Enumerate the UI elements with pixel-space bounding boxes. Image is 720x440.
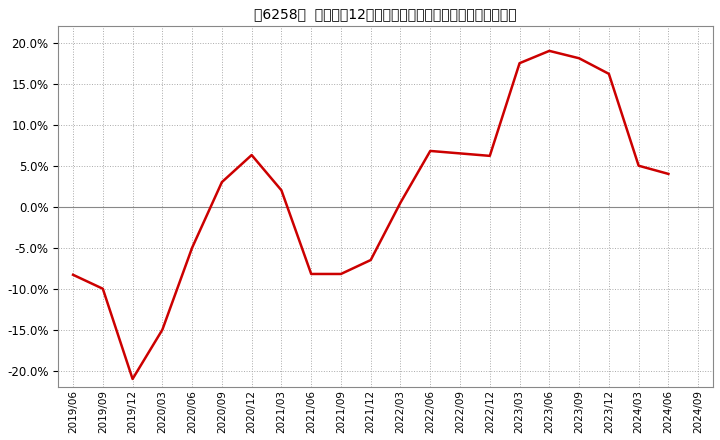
- Title: ［6258］  売上高の12か月移動合計の対前年同期増減率の推移: ［6258］ 売上高の12か月移動合計の対前年同期増減率の推移: [254, 7, 517, 21]
